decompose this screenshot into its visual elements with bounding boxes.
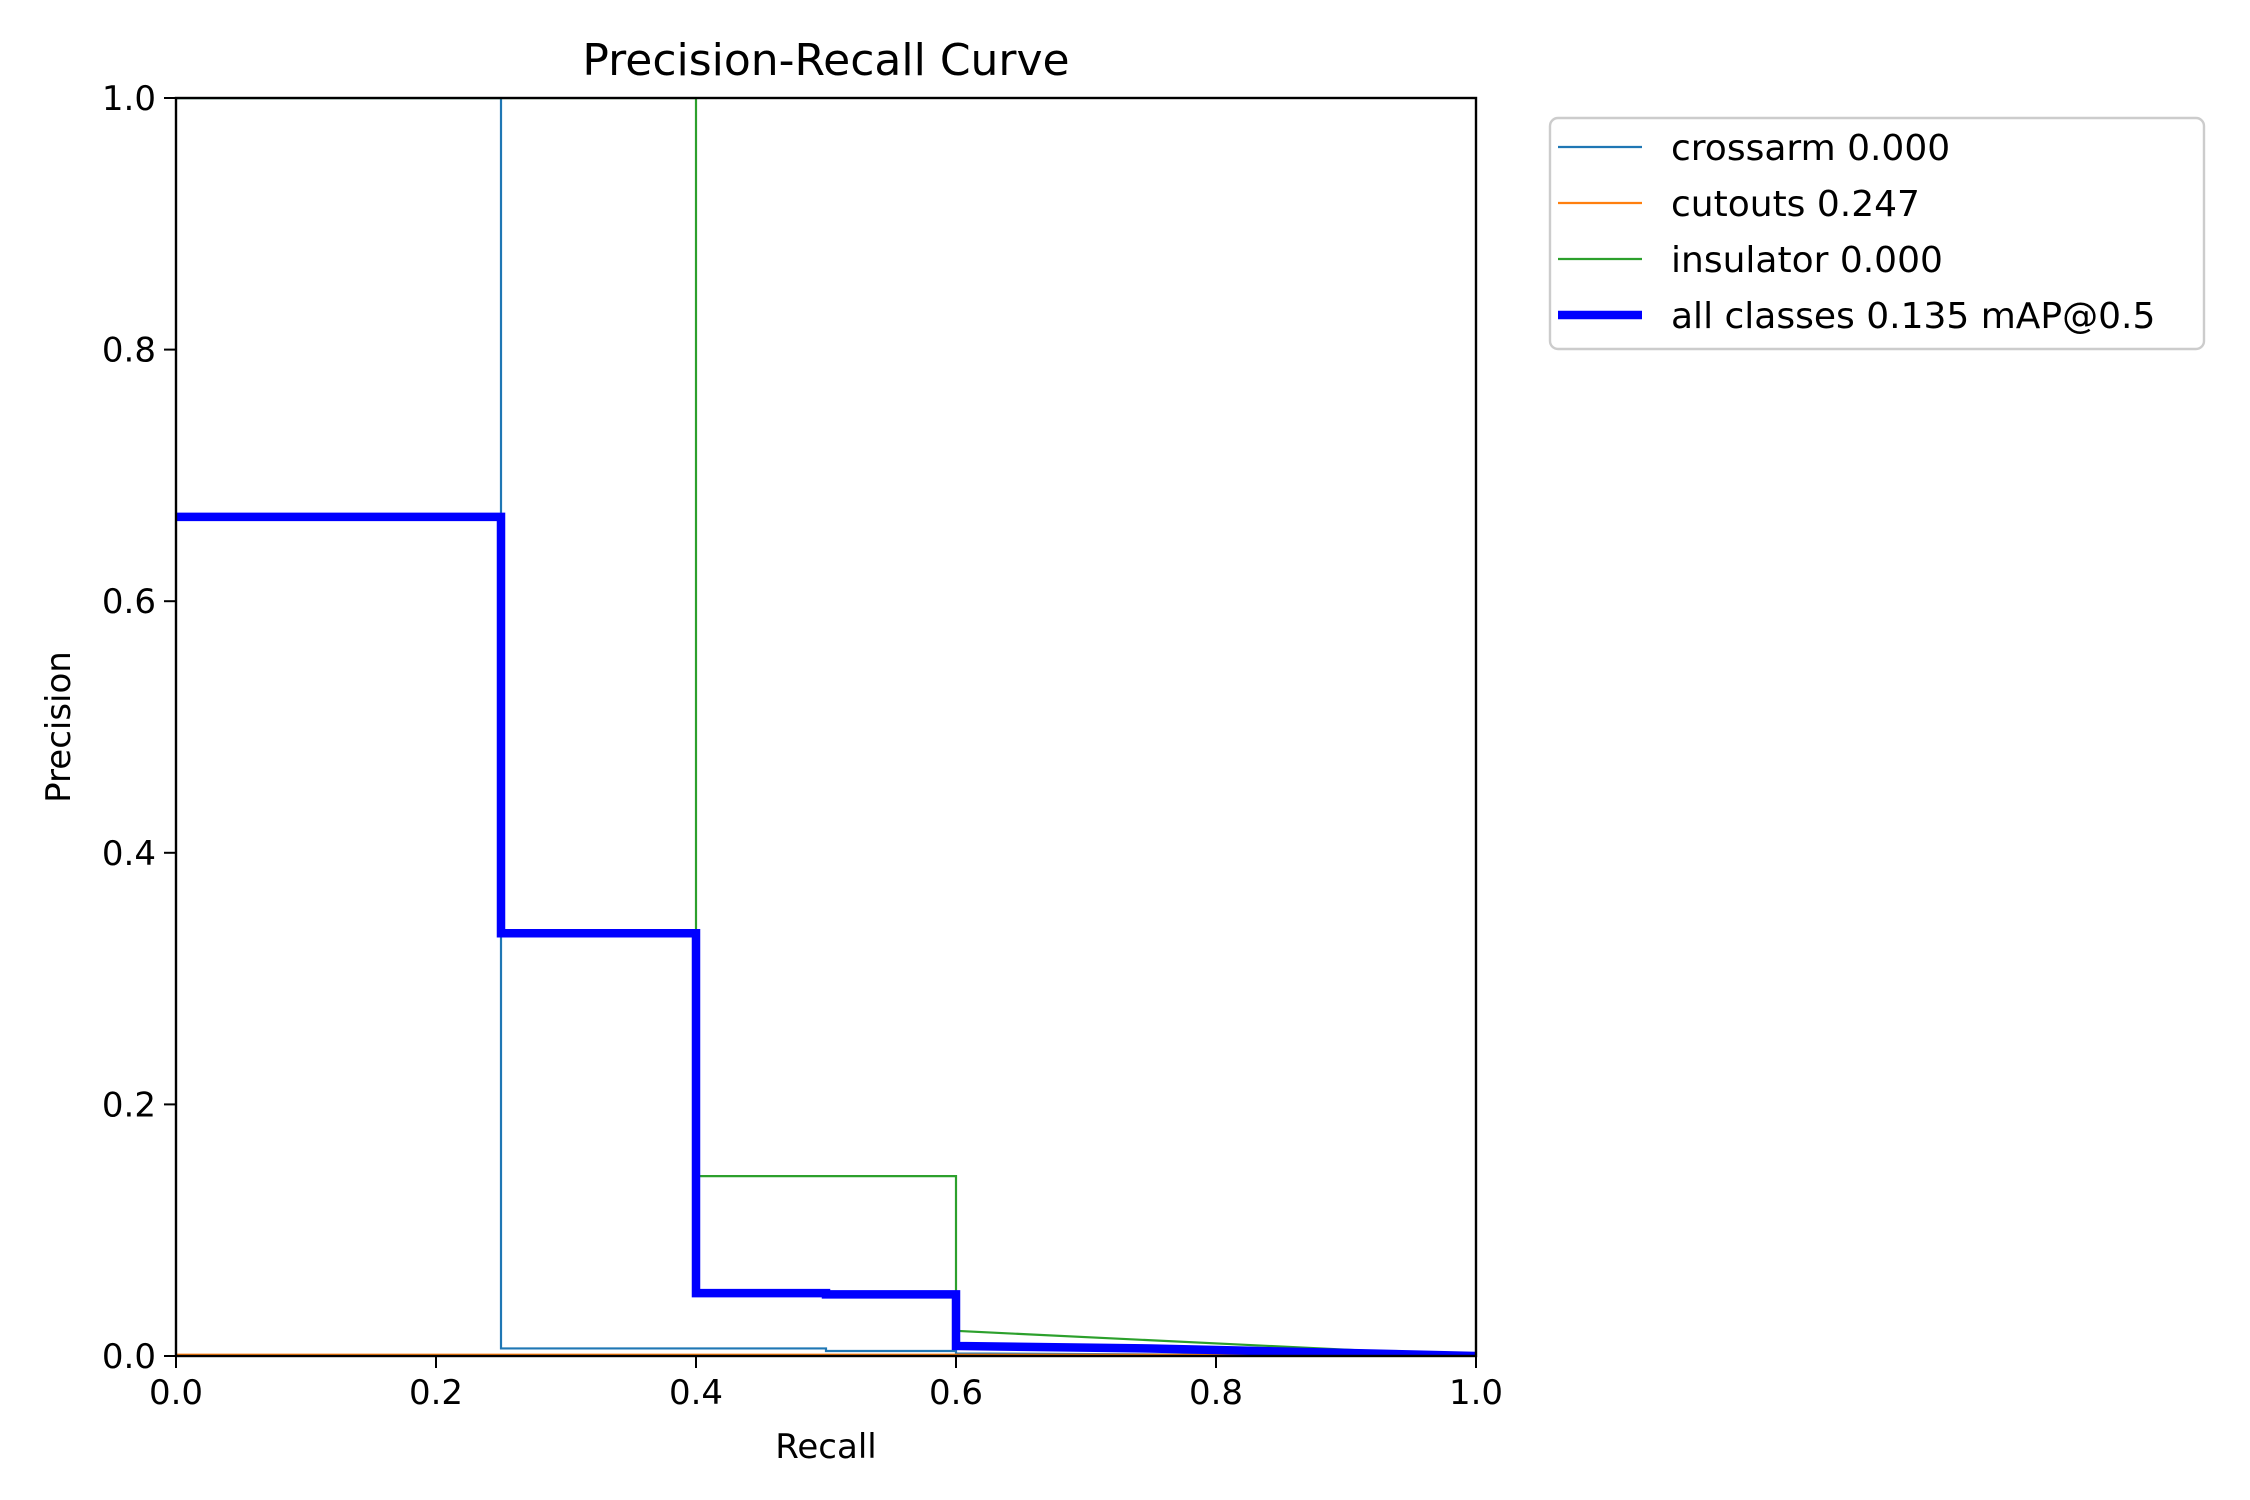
legend-label-3: all classes 0.135 mAP@0.5 bbox=[1671, 296, 2155, 337]
plot-frame bbox=[174, 96, 1478, 1358]
x-tick-label: 0.2 bbox=[409, 1373, 463, 1413]
legend-label-0: crossarm 0.000 bbox=[1671, 128, 1950, 169]
series-line-2 bbox=[176, 98, 1476, 1356]
y-axis-label: Precision bbox=[39, 651, 79, 803]
x-axis: 0.0 0.2 0.4 0.6 0.8 1.0 bbox=[149, 1356, 1503, 1413]
x-tick-label: 0.8 bbox=[1189, 1373, 1243, 1413]
x-tick-label: 0.0 bbox=[149, 1373, 203, 1413]
y-axis: 0.0 0.2 0.4 0.6 0.8 1.0 bbox=[102, 79, 176, 1377]
x-tick-label: 1.0 bbox=[1449, 1373, 1503, 1413]
y-tick-label: 0.8 bbox=[102, 331, 156, 371]
y-tick-label: 0.0 bbox=[102, 1337, 156, 1377]
legend-box bbox=[1548, 116, 2206, 351]
y-tick-label: 0.4 bbox=[102, 834, 156, 874]
x-tick-label: 0.6 bbox=[929, 1373, 983, 1413]
series-layer bbox=[176, 98, 1476, 1356]
series-line-0 bbox=[176, 98, 1476, 1356]
y-tick-label: 0.2 bbox=[102, 1085, 156, 1125]
chart-title: Precision-Recall Curve bbox=[582, 35, 1069, 86]
legend-label-1: cutouts 0.247 bbox=[1671, 184, 1920, 225]
y-tick-label: 1.0 bbox=[102, 79, 156, 119]
x-tick-label: 0.4 bbox=[669, 1373, 723, 1413]
y-tick-label: 0.6 bbox=[102, 582, 156, 622]
x-axis-label: Recall bbox=[775, 1427, 876, 1467]
legend: crossarm 0.000 cutouts 0.247 insulator 0.0… bbox=[1548, 116, 2206, 351]
legend-label-2: insulator 0.000 bbox=[1671, 240, 1943, 281]
series-line-3 bbox=[176, 512, 1476, 1356]
